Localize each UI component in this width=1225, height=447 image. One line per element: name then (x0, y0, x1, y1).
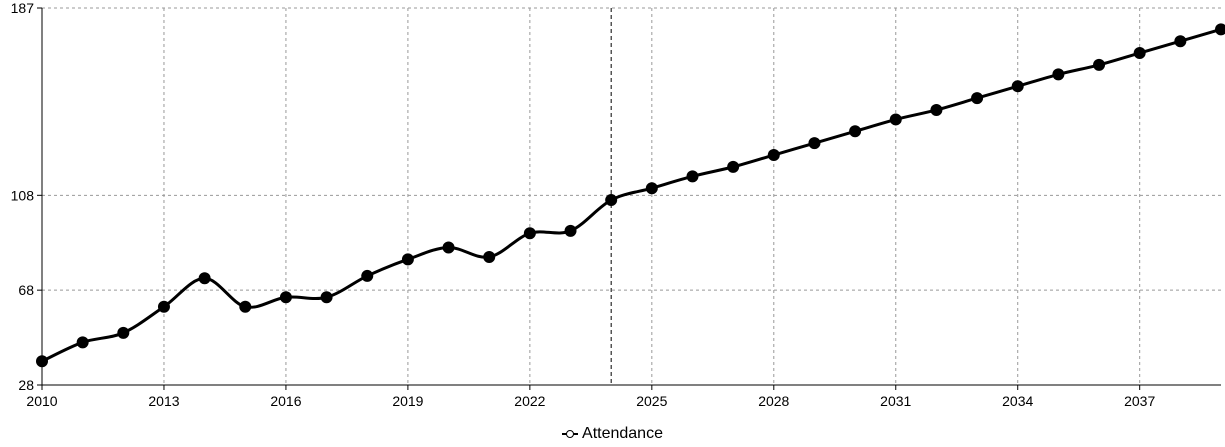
data-point (645, 182, 658, 195)
data-point (849, 125, 862, 138)
data-point (483, 250, 496, 263)
y-tick-label: 28 (18, 377, 34, 393)
data-point (442, 241, 455, 254)
data-point (686, 170, 699, 183)
x-tick-label: 2028 (758, 393, 789, 409)
y-tick-label: 108 (11, 187, 35, 203)
data-point (808, 137, 821, 150)
x-axis-ticks: 2010 2013 2016 2019 2022 2025 2028 2031 2034 2037 (26, 385, 1155, 409)
data-point (36, 355, 48, 368)
data-point (564, 224, 577, 237)
x-tick-label: 2013 (148, 393, 179, 409)
data-point (971, 92, 984, 105)
data-point (198, 272, 211, 285)
x-tick-label: 2016 (270, 393, 301, 409)
data-point (1215, 23, 1225, 36)
data-point (1052, 68, 1065, 81)
data-point (320, 291, 333, 304)
x-tick-label: 2031 (880, 393, 911, 409)
data-point (157, 300, 170, 313)
y-axis-ticks: 28 68 108 187 (11, 0, 42, 393)
x-tick-label: 2022 (514, 393, 545, 409)
data-point (523, 227, 536, 240)
data-point (1133, 47, 1146, 60)
y-tick-label: 68 (18, 282, 34, 298)
x-tick-label: 2019 (392, 393, 423, 409)
data-point (1093, 58, 1106, 71)
series-attendance (36, 23, 1225, 368)
x-tick-label: 2010 (26, 393, 57, 409)
legend-label: Attendance (582, 425, 663, 442)
x-tick-label: 2034 (1002, 393, 1033, 409)
data-point (361, 269, 374, 282)
data-point (1011, 80, 1024, 93)
data-point (889, 113, 902, 126)
data-point (727, 160, 740, 173)
grid-lines (42, 7, 1221, 385)
data-point (401, 253, 414, 266)
axes (41, 8, 1221, 386)
x-tick-label: 2037 (1124, 393, 1155, 409)
data-point (605, 194, 618, 207)
data-point (239, 300, 252, 313)
data-point (76, 336, 89, 349)
x-tick-label: 2025 (636, 393, 667, 409)
data-point (117, 326, 130, 339)
data-point (930, 103, 943, 116)
data-point (767, 149, 780, 162)
legend: Attendance (0, 424, 1225, 445)
line-marker-icon (562, 429, 579, 439)
y-tick-label: 187 (11, 0, 35, 16)
data-point (1174, 35, 1187, 48)
data-point (279, 291, 292, 304)
legend-item-attendance[interactable]: Attendance (562, 424, 663, 444)
